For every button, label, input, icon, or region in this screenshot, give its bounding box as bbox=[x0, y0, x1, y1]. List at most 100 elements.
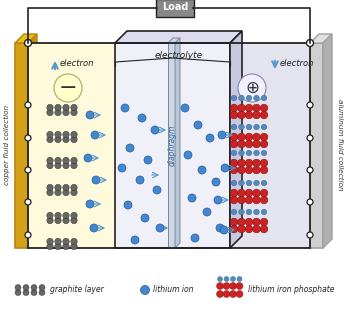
Circle shape bbox=[245, 218, 253, 226]
Circle shape bbox=[47, 217, 53, 224]
Circle shape bbox=[63, 217, 69, 224]
Circle shape bbox=[245, 225, 253, 233]
Circle shape bbox=[25, 102, 31, 108]
Circle shape bbox=[118, 164, 126, 172]
Circle shape bbox=[15, 290, 21, 295]
Polygon shape bbox=[323, 34, 332, 248]
Circle shape bbox=[230, 225, 238, 233]
FancyBboxPatch shape bbox=[230, 43, 310, 248]
Circle shape bbox=[246, 209, 252, 215]
Circle shape bbox=[223, 290, 230, 297]
FancyBboxPatch shape bbox=[115, 43, 230, 248]
Circle shape bbox=[237, 277, 242, 281]
Circle shape bbox=[253, 111, 260, 119]
Circle shape bbox=[260, 133, 268, 141]
Circle shape bbox=[25, 199, 31, 205]
Circle shape bbox=[71, 162, 77, 169]
Circle shape bbox=[217, 277, 223, 281]
Circle shape bbox=[253, 189, 260, 197]
Circle shape bbox=[230, 159, 238, 167]
Circle shape bbox=[47, 104, 53, 111]
Circle shape bbox=[92, 176, 100, 184]
Circle shape bbox=[214, 196, 222, 204]
Circle shape bbox=[63, 136, 69, 143]
Circle shape bbox=[217, 290, 224, 297]
Circle shape bbox=[141, 214, 149, 222]
Circle shape bbox=[236, 283, 243, 290]
Circle shape bbox=[245, 111, 253, 119]
Circle shape bbox=[91, 131, 99, 139]
Circle shape bbox=[47, 136, 53, 143]
Circle shape bbox=[239, 124, 244, 130]
Circle shape bbox=[47, 243, 53, 250]
Text: electron: electron bbox=[280, 59, 314, 68]
Circle shape bbox=[260, 159, 268, 167]
Circle shape bbox=[55, 162, 61, 169]
Circle shape bbox=[307, 40, 314, 46]
Circle shape bbox=[31, 284, 37, 290]
Text: lithium iron phosphate: lithium iron phosphate bbox=[248, 285, 335, 295]
Circle shape bbox=[238, 111, 245, 119]
Circle shape bbox=[71, 136, 77, 143]
Circle shape bbox=[254, 124, 259, 130]
Circle shape bbox=[260, 225, 268, 233]
Circle shape bbox=[260, 218, 268, 226]
Circle shape bbox=[217, 283, 224, 290]
Circle shape bbox=[90, 224, 98, 232]
Text: lithium ion: lithium ion bbox=[153, 285, 194, 295]
Circle shape bbox=[231, 180, 237, 186]
FancyBboxPatch shape bbox=[15, 43, 28, 248]
Polygon shape bbox=[310, 34, 332, 43]
Circle shape bbox=[138, 114, 146, 122]
Circle shape bbox=[55, 109, 61, 116]
Circle shape bbox=[55, 157, 61, 164]
Circle shape bbox=[23, 284, 29, 290]
Circle shape bbox=[131, 236, 139, 244]
Circle shape bbox=[71, 109, 77, 116]
Circle shape bbox=[230, 290, 237, 297]
Circle shape bbox=[54, 74, 82, 102]
Circle shape bbox=[253, 140, 260, 148]
Circle shape bbox=[25, 232, 31, 238]
Circle shape bbox=[47, 212, 53, 219]
Circle shape bbox=[15, 284, 21, 290]
Circle shape bbox=[55, 184, 61, 191]
Text: graphite layer: graphite layer bbox=[50, 285, 104, 295]
Circle shape bbox=[55, 104, 61, 111]
Circle shape bbox=[253, 133, 260, 141]
Polygon shape bbox=[168, 38, 180, 43]
Circle shape bbox=[307, 232, 313, 238]
Circle shape bbox=[253, 225, 260, 233]
Circle shape bbox=[71, 212, 77, 219]
Circle shape bbox=[231, 277, 236, 281]
Circle shape bbox=[238, 166, 245, 174]
Circle shape bbox=[261, 95, 267, 101]
Circle shape bbox=[253, 218, 260, 226]
Circle shape bbox=[63, 243, 69, 250]
Circle shape bbox=[124, 201, 132, 209]
Circle shape bbox=[63, 109, 69, 116]
Circle shape bbox=[238, 140, 245, 148]
Circle shape bbox=[245, 166, 253, 174]
Circle shape bbox=[307, 102, 313, 108]
Circle shape bbox=[238, 225, 245, 233]
Circle shape bbox=[39, 284, 45, 290]
Circle shape bbox=[260, 196, 268, 204]
Circle shape bbox=[198, 166, 206, 174]
Circle shape bbox=[47, 157, 53, 164]
Circle shape bbox=[25, 135, 31, 141]
Circle shape bbox=[216, 224, 224, 232]
Circle shape bbox=[25, 40, 32, 46]
Circle shape bbox=[260, 166, 268, 174]
Circle shape bbox=[254, 209, 259, 215]
Circle shape bbox=[203, 208, 211, 216]
Circle shape bbox=[246, 95, 252, 101]
Circle shape bbox=[246, 124, 252, 130]
Circle shape bbox=[245, 104, 253, 112]
Circle shape bbox=[84, 154, 92, 162]
Circle shape bbox=[238, 189, 245, 197]
Circle shape bbox=[181, 104, 189, 112]
Circle shape bbox=[245, 133, 253, 141]
Circle shape bbox=[239, 209, 244, 215]
Circle shape bbox=[184, 151, 192, 159]
